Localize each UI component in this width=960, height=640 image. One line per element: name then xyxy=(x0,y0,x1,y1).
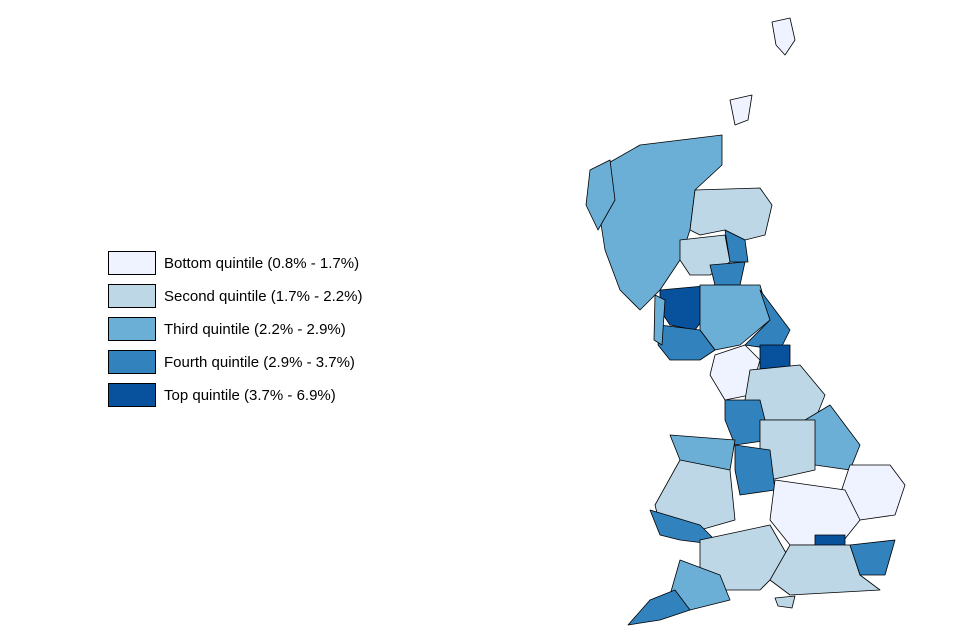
legend-swatch xyxy=(108,383,156,407)
map-region xyxy=(627,589,691,626)
map-region xyxy=(653,294,666,346)
legend-label: Fourth quintile (2.9% - 3.7%) xyxy=(164,353,355,371)
map-region xyxy=(771,17,796,56)
map-region xyxy=(724,399,771,446)
map-region xyxy=(774,595,796,609)
map-legend: Bottom quintile (0.8% - 1.7%) Second qui… xyxy=(108,251,362,416)
map-region xyxy=(734,444,776,496)
map-region xyxy=(585,159,616,231)
map-region xyxy=(689,187,773,241)
map-region xyxy=(657,324,716,361)
legend-item-second-quintile: Second quintile (1.7% - 2.2%) xyxy=(108,284,362,308)
legend-swatch xyxy=(108,317,156,341)
legend-item-top-quintile: Top quintile (3.7% - 6.9%) xyxy=(108,383,362,407)
legend-label: Second quintile (1.7% - 2.2%) xyxy=(164,287,363,305)
legend-swatch xyxy=(108,284,156,308)
legend-label: Third quintile (2.2% - 2.9%) xyxy=(164,320,346,338)
legend-item-fourth-quintile: Fourth quintile (2.9% - 3.7%) xyxy=(108,350,362,374)
map-region xyxy=(759,419,816,481)
legend-item-bottom-quintile: Bottom quintile (0.8% - 1.7%) xyxy=(108,251,362,275)
map-region xyxy=(849,539,896,576)
map-region xyxy=(709,261,746,286)
map-region xyxy=(669,559,731,611)
legend-label: Top quintile (3.7% - 6.9%) xyxy=(164,386,336,404)
legend-swatch xyxy=(108,251,156,275)
map-region xyxy=(729,94,753,126)
legend-label: Bottom quintile (0.8% - 1.7%) xyxy=(164,254,360,272)
legend-item-third-quintile: Third quintile (2.2% - 2.9%) xyxy=(108,317,362,341)
legend-swatch xyxy=(108,350,156,374)
